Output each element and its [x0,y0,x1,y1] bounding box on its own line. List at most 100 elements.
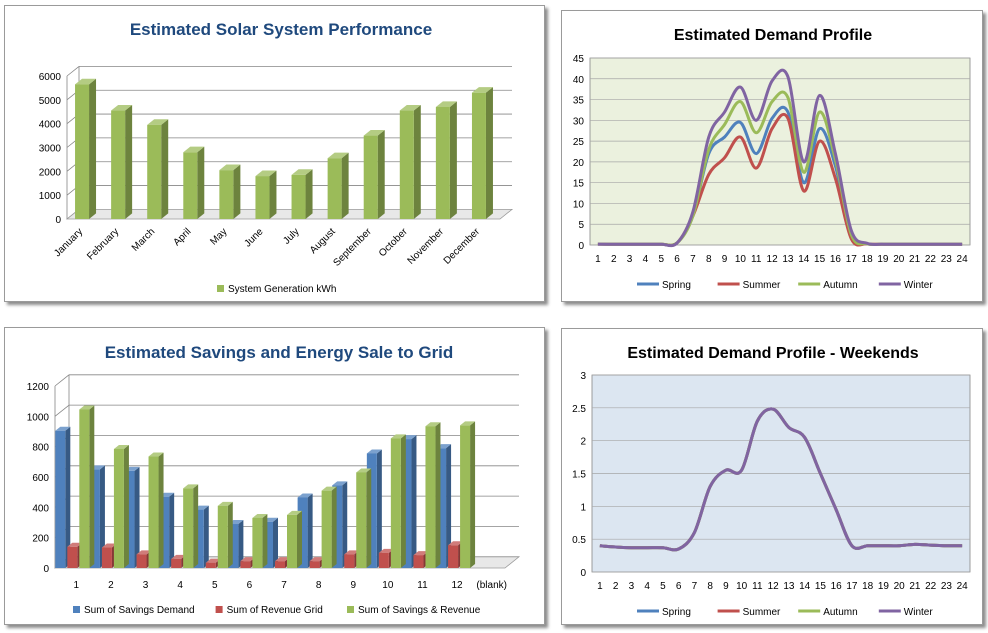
y-tick-label: 5000 [39,96,62,107]
bar-front [425,426,436,568]
x-tick-label: March [130,226,157,253]
x-tick-label: June [242,226,265,249]
bar-side [305,169,313,219]
x-tick-label: 14 [799,581,811,592]
y-tick-label: 25 [573,137,585,148]
bar-top [378,548,394,553]
gridline [54,374,70,387]
bar-top [252,513,268,518]
bar-top [55,426,71,431]
x-tick-label: 2 [613,581,619,592]
x-tick-label: 6 [247,580,253,591]
bar [111,104,133,219]
legend-label: Sum of Savings & Revenue [358,605,481,616]
x-tick-label: 18 [862,581,874,592]
x-tick-label: 1 [595,254,601,265]
y-tick-label: 3 [580,371,586,382]
bar-side [125,104,133,219]
bar [471,87,493,219]
bar-front [55,430,66,568]
bar [113,444,129,568]
x-tick-label: 11 [751,254,762,265]
y-tick-label: 45 [573,54,585,65]
x-tick-label: 14 [798,254,810,265]
bar-top [291,169,313,175]
y-tick-label: 800 [32,443,49,454]
chart-panel-demand-weekends: Estimated Demand Profile - Weekends 0 0.5… [561,328,983,625]
bar-front [136,554,147,568]
bar-side [89,78,97,219]
x-tick-label: 12 [767,254,779,265]
bar-front [124,470,135,568]
bar-front [67,546,78,568]
bar [390,434,406,568]
x-tick-label: January [52,226,85,259]
bar-front [297,497,308,568]
bar-side [376,449,382,568]
bar-front [436,448,447,568]
legend-label: Spring [662,607,691,618]
bar-front [113,448,124,568]
bar [75,78,97,219]
bar-front [75,84,90,219]
legend-swatch [347,606,354,613]
bar-top [332,481,348,486]
x-tick-label: July [281,226,301,246]
bar-front [344,554,355,568]
x-tick-label: 22 [925,581,937,592]
y-tick-label: 6000 [39,72,62,83]
x-tick-label: 8 [316,580,322,591]
x-tick-label: 7 [281,580,287,591]
bar-front [148,456,159,568]
bar-front [399,110,414,219]
legend-label: Winter [904,280,934,291]
x-tick-label: May [208,226,229,247]
x-tick-label: December [442,226,483,267]
bar-side [446,444,452,568]
x-tick-label: 7 [692,581,698,592]
y-tick-label: 0 [55,215,61,226]
bar [252,513,268,568]
bar-top [75,78,97,85]
bar-side [377,129,385,219]
bar-top [309,557,325,562]
bar-side [89,405,95,568]
bar-front [378,552,389,568]
plot-area [589,57,971,246]
bar-top [67,542,83,547]
y-tick-label: 35 [573,96,585,107]
chart-title: Estimated Savings and Energy Sale to Gri… [105,343,454,362]
bar-top [148,452,164,457]
y-tick-label: 1 [580,502,586,513]
y-tick-label: 1200 [27,382,50,393]
bar-front [390,438,401,568]
legend-label: Winter [904,607,934,618]
legend-swatch [215,606,223,613]
gridline [54,404,70,417]
chart-demand-profile: Estimated Demand Profile 051015202530354… [573,27,971,291]
x-tick-label: 10 [736,581,748,592]
x-tick-label: 11 [417,580,428,591]
bar-top [435,101,457,107]
x-tick-label: 3 [629,581,635,592]
bar-front [219,170,234,219]
bar-side [470,421,476,568]
bar-top [205,558,221,563]
bar-side [341,152,349,219]
bar-top [413,551,429,556]
x-tick-label: 5 [658,254,664,265]
bar-top [471,87,493,93]
bar [148,452,164,568]
bar-side [273,517,278,568]
bar-side [197,146,205,219]
bar-side [203,505,209,568]
gridline [66,66,80,77]
y-tick-label: 4000 [39,120,62,131]
x-tick-label: 3 [143,580,149,591]
bar-front [291,174,306,219]
bar-front [101,547,112,568]
x-tick-label: 16 [831,581,843,592]
bar-front [332,485,343,568]
bar-top [356,468,372,473]
x-tick-label: 12 [452,580,464,591]
